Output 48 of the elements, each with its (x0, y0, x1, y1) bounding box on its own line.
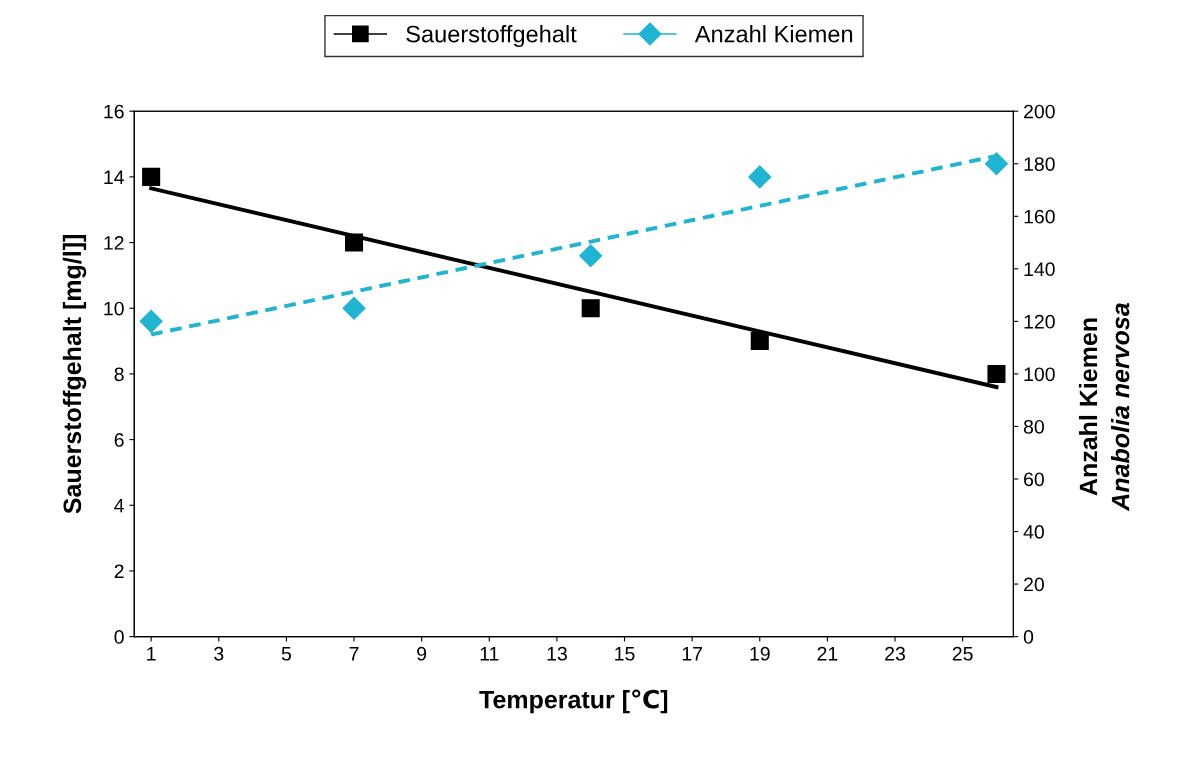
x-tick-label: 19 (750, 646, 770, 661)
y2-tick-label: 100 (1024, 367, 1055, 382)
x-tick-label: 7 (349, 647, 359, 661)
legend-label: Anzahl Kiemen (694, 25, 853, 43)
y2-tick-label: 0 (1023, 630, 1034, 644)
y2-axis-title: Anzahl Kiemen Anabolia nervosa (1078, 303, 1130, 512)
point (139, 309, 163, 333)
point (748, 165, 772, 189)
y2-tick-label: 60 (1024, 472, 1044, 487)
x-axis-title: Temperatur [℃] (479, 689, 668, 714)
x-tick-label: 17 (682, 647, 702, 661)
y2-tick-label: 20 (1024, 577, 1044, 592)
y2-tick-label: 140 (1024, 262, 1055, 277)
y-tick-label: 0 (114, 630, 124, 644)
y2-tick-label: 180 (1024, 157, 1055, 171)
x-tick-label: 25 (952, 646, 973, 661)
y2-tick-label: 160 (1024, 209, 1055, 224)
y-tick-label: 14 (104, 170, 124, 184)
x-tick-label: 3 (214, 646, 224, 661)
x-tick-label: 13 (547, 646, 567, 661)
point (987, 364, 1006, 383)
legend-label: Sauerstoffgehalt (406, 25, 577, 48)
x-tick-label: 9 (417, 646, 427, 661)
y2-tick-label: 120 (1024, 314, 1055, 329)
x-tick-label: 15 (615, 647, 635, 661)
y-tick-label: 8 (114, 367, 124, 382)
y-tick-label: 2 (114, 564, 124, 578)
y-tick-label: 10 (104, 301, 124, 316)
x-tick-label: 1 (147, 647, 156, 661)
point (581, 299, 600, 318)
y-axis-title: Sauerstoffgehalt [mg/l]] (62, 235, 87, 514)
x-tick-label: 21 (817, 646, 838, 661)
x-tick-label: 5 (281, 647, 291, 661)
y-tick-label: 4 (114, 498, 124, 513)
y-tick-label: 6 (114, 433, 124, 447)
point (750, 332, 769, 351)
point (142, 167, 161, 186)
point (984, 152, 1008, 176)
point (344, 233, 364, 252)
y2-tick-label: 80 (1023, 419, 1044, 434)
x-tick-label: 11 (480, 647, 499, 661)
y2-tick-label: 40 (1023, 525, 1044, 539)
y-tick-label: 16 (104, 104, 124, 119)
point (579, 244, 603, 268)
point (342, 296, 366, 320)
y2-tick-label: 200 (1024, 104, 1055, 119)
x-tick-label: 23 (885, 646, 905, 661)
y-tick-label: 12 (104, 236, 124, 250)
